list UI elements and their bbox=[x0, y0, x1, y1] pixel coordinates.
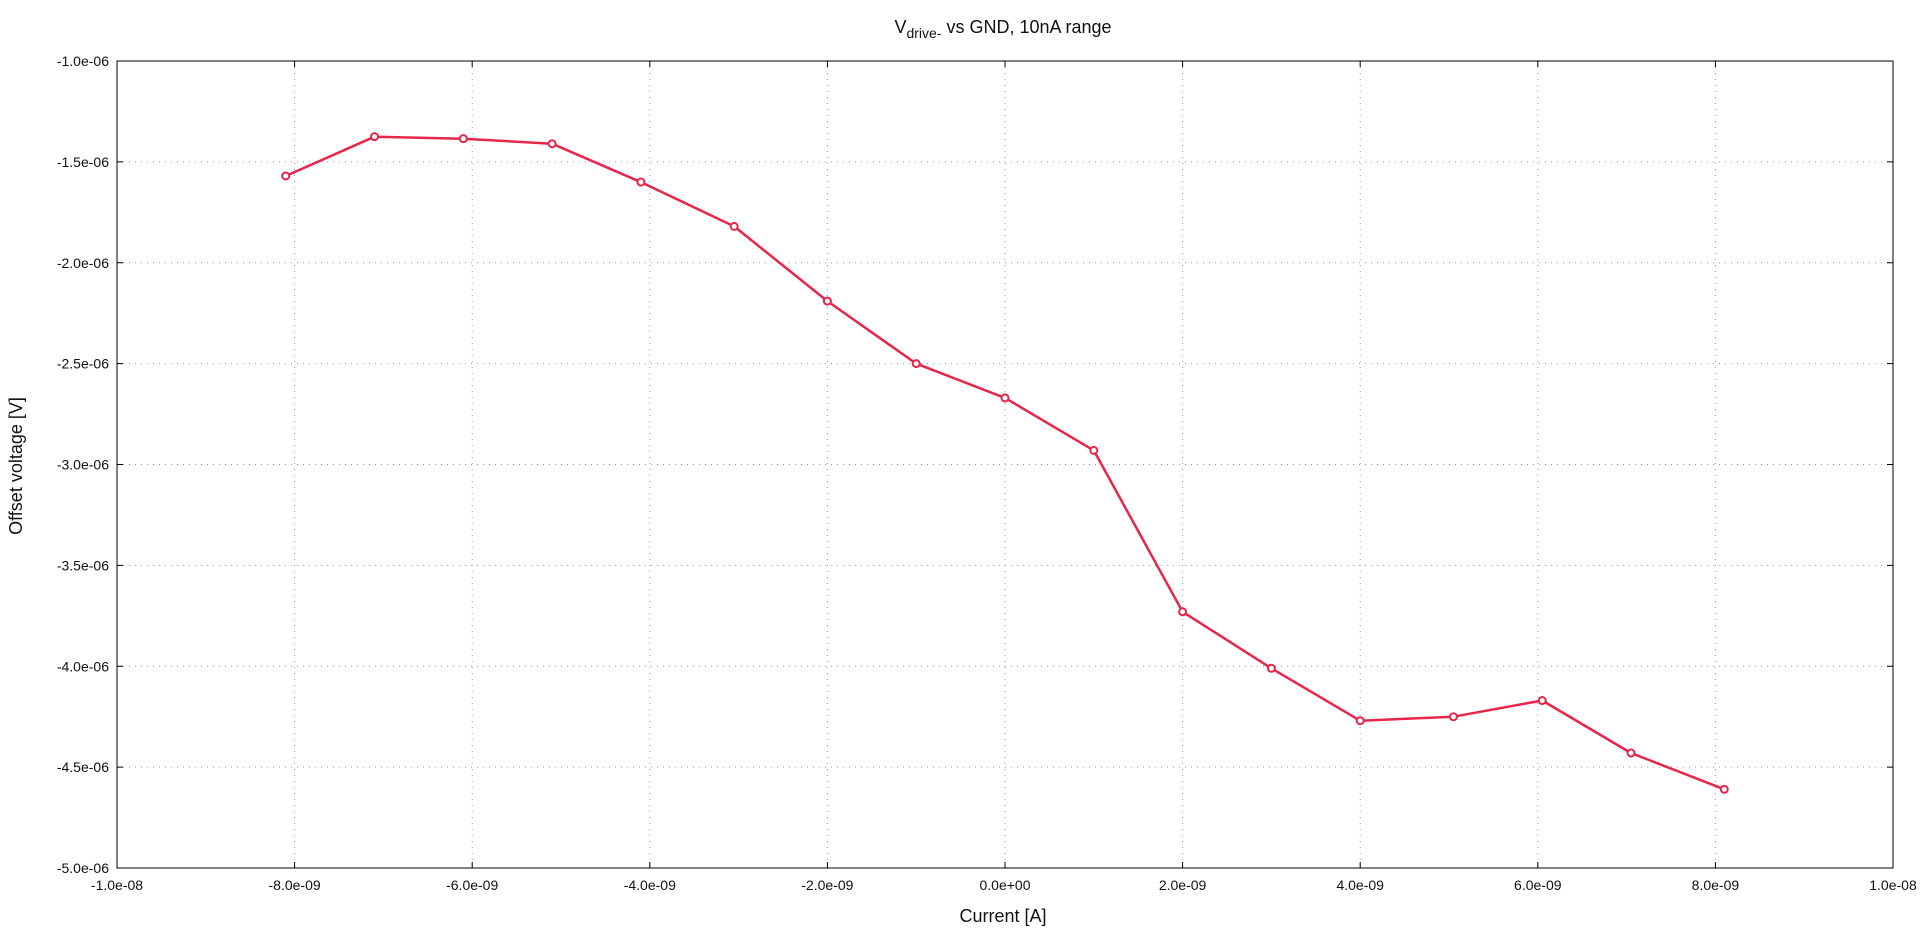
x-tick-label: 2.0e-09 bbox=[1159, 877, 1207, 893]
chart-title-subscript: drive- bbox=[906, 25, 941, 41]
x-tick-label: -6.0e-09 bbox=[446, 877, 498, 893]
x-tick-label: 1.0e-08 bbox=[1869, 877, 1917, 893]
y-tick-label: -3.5e-06 bbox=[57, 557, 109, 573]
y-tick-label: -4.0e-06 bbox=[57, 658, 109, 674]
data-point bbox=[281, 171, 291, 181]
data-point bbox=[1266, 663, 1276, 673]
chart-title-rest: vs GND, 10nA range bbox=[941, 17, 1111, 37]
x-tick-label: -8.0e-09 bbox=[269, 877, 321, 893]
data-point bbox=[1355, 716, 1365, 726]
y-tick-label: -5.0e-06 bbox=[57, 860, 109, 876]
data-point bbox=[1448, 712, 1458, 722]
x-tick-label: -2.0e-09 bbox=[801, 877, 853, 893]
data-point bbox=[1000, 393, 1010, 403]
data-point bbox=[1089, 445, 1099, 455]
data-point bbox=[822, 296, 832, 306]
grid-lines bbox=[117, 61, 1893, 868]
x-axis-label: Current [A] bbox=[959, 906, 1046, 926]
y-tick-label: -1.5e-06 bbox=[57, 154, 109, 170]
y-axis-label: Offset voltage [V] bbox=[6, 397, 26, 535]
x-tick-label: 8.0e-09 bbox=[1692, 877, 1740, 893]
data-point bbox=[370, 132, 380, 142]
chart-title-main: V bbox=[894, 17, 906, 37]
axis-ticks: -1.0e-08 -8.0e-09 -6.0e-09 -4.0e-09 -2.0e-09… bbox=[57, 53, 1917, 893]
x-tick-label: 4.0e-09 bbox=[1336, 877, 1384, 893]
data-point bbox=[911, 359, 921, 369]
data-point bbox=[458, 134, 468, 144]
y-tick-label: -2.5e-06 bbox=[57, 356, 109, 372]
x-tick-label: 0.0e+00 bbox=[980, 877, 1031, 893]
data-point bbox=[1626, 748, 1636, 758]
x-tick-label: 6.0e-09 bbox=[1514, 877, 1562, 893]
y-tick-label: -4.5e-06 bbox=[57, 759, 109, 775]
y-tick-label: -1.0e-06 bbox=[57, 53, 109, 69]
y-tick-label: -3.0e-06 bbox=[57, 457, 109, 473]
y-tick-label: -2.0e-06 bbox=[57, 255, 109, 271]
x-tick-label: -1.0e-08 bbox=[91, 877, 143, 893]
data-point bbox=[729, 221, 739, 231]
data-point bbox=[1537, 696, 1547, 706]
data-series bbox=[281, 132, 1729, 794]
data-point bbox=[1178, 607, 1188, 617]
chart-title: Vdrive- vs GND, 10nA range bbox=[894, 17, 1111, 41]
data-point bbox=[1719, 784, 1729, 794]
data-point bbox=[636, 177, 646, 187]
x-tick-label: -4.0e-09 bbox=[624, 877, 676, 893]
data-point bbox=[547, 139, 557, 149]
